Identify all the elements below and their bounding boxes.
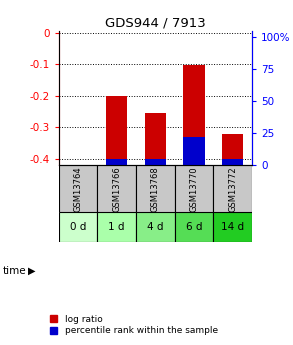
Text: GSM13772: GSM13772 [228,166,237,212]
Text: time: time [3,266,27,276]
Text: GSM13766: GSM13766 [112,166,121,212]
Legend: log ratio, percentile rank within the sample: log ratio, percentile rank within the sa… [48,313,220,337]
Text: GSM13768: GSM13768 [151,166,160,212]
Bar [222,159,243,165]
Bar [59,213,97,242]
Bar [183,65,205,137]
Bar [213,213,252,242]
Bar [145,159,166,165]
Bar [175,165,213,213]
Bar [222,134,243,159]
Text: GSM13764: GSM13764 [74,166,82,212]
Bar [97,165,136,213]
Text: 14 d: 14 d [221,222,244,232]
Bar [97,213,136,242]
Bar [136,213,175,242]
Text: 6 d: 6 d [186,222,202,232]
Bar [213,165,252,213]
Text: GSM13770: GSM13770 [190,166,198,212]
Text: 1 d: 1 d [108,222,125,232]
Bar [145,113,166,159]
Text: 0 d: 0 d [70,222,86,232]
Bar [59,165,97,213]
Bar [136,165,175,213]
Bar [183,137,205,165]
Bar [175,213,213,242]
Text: 4 d: 4 d [147,222,163,232]
Bar [106,96,127,159]
Bar [106,159,127,165]
Text: ▶: ▶ [28,266,35,276]
Title: GDS944 / 7913: GDS944 / 7913 [105,17,206,30]
